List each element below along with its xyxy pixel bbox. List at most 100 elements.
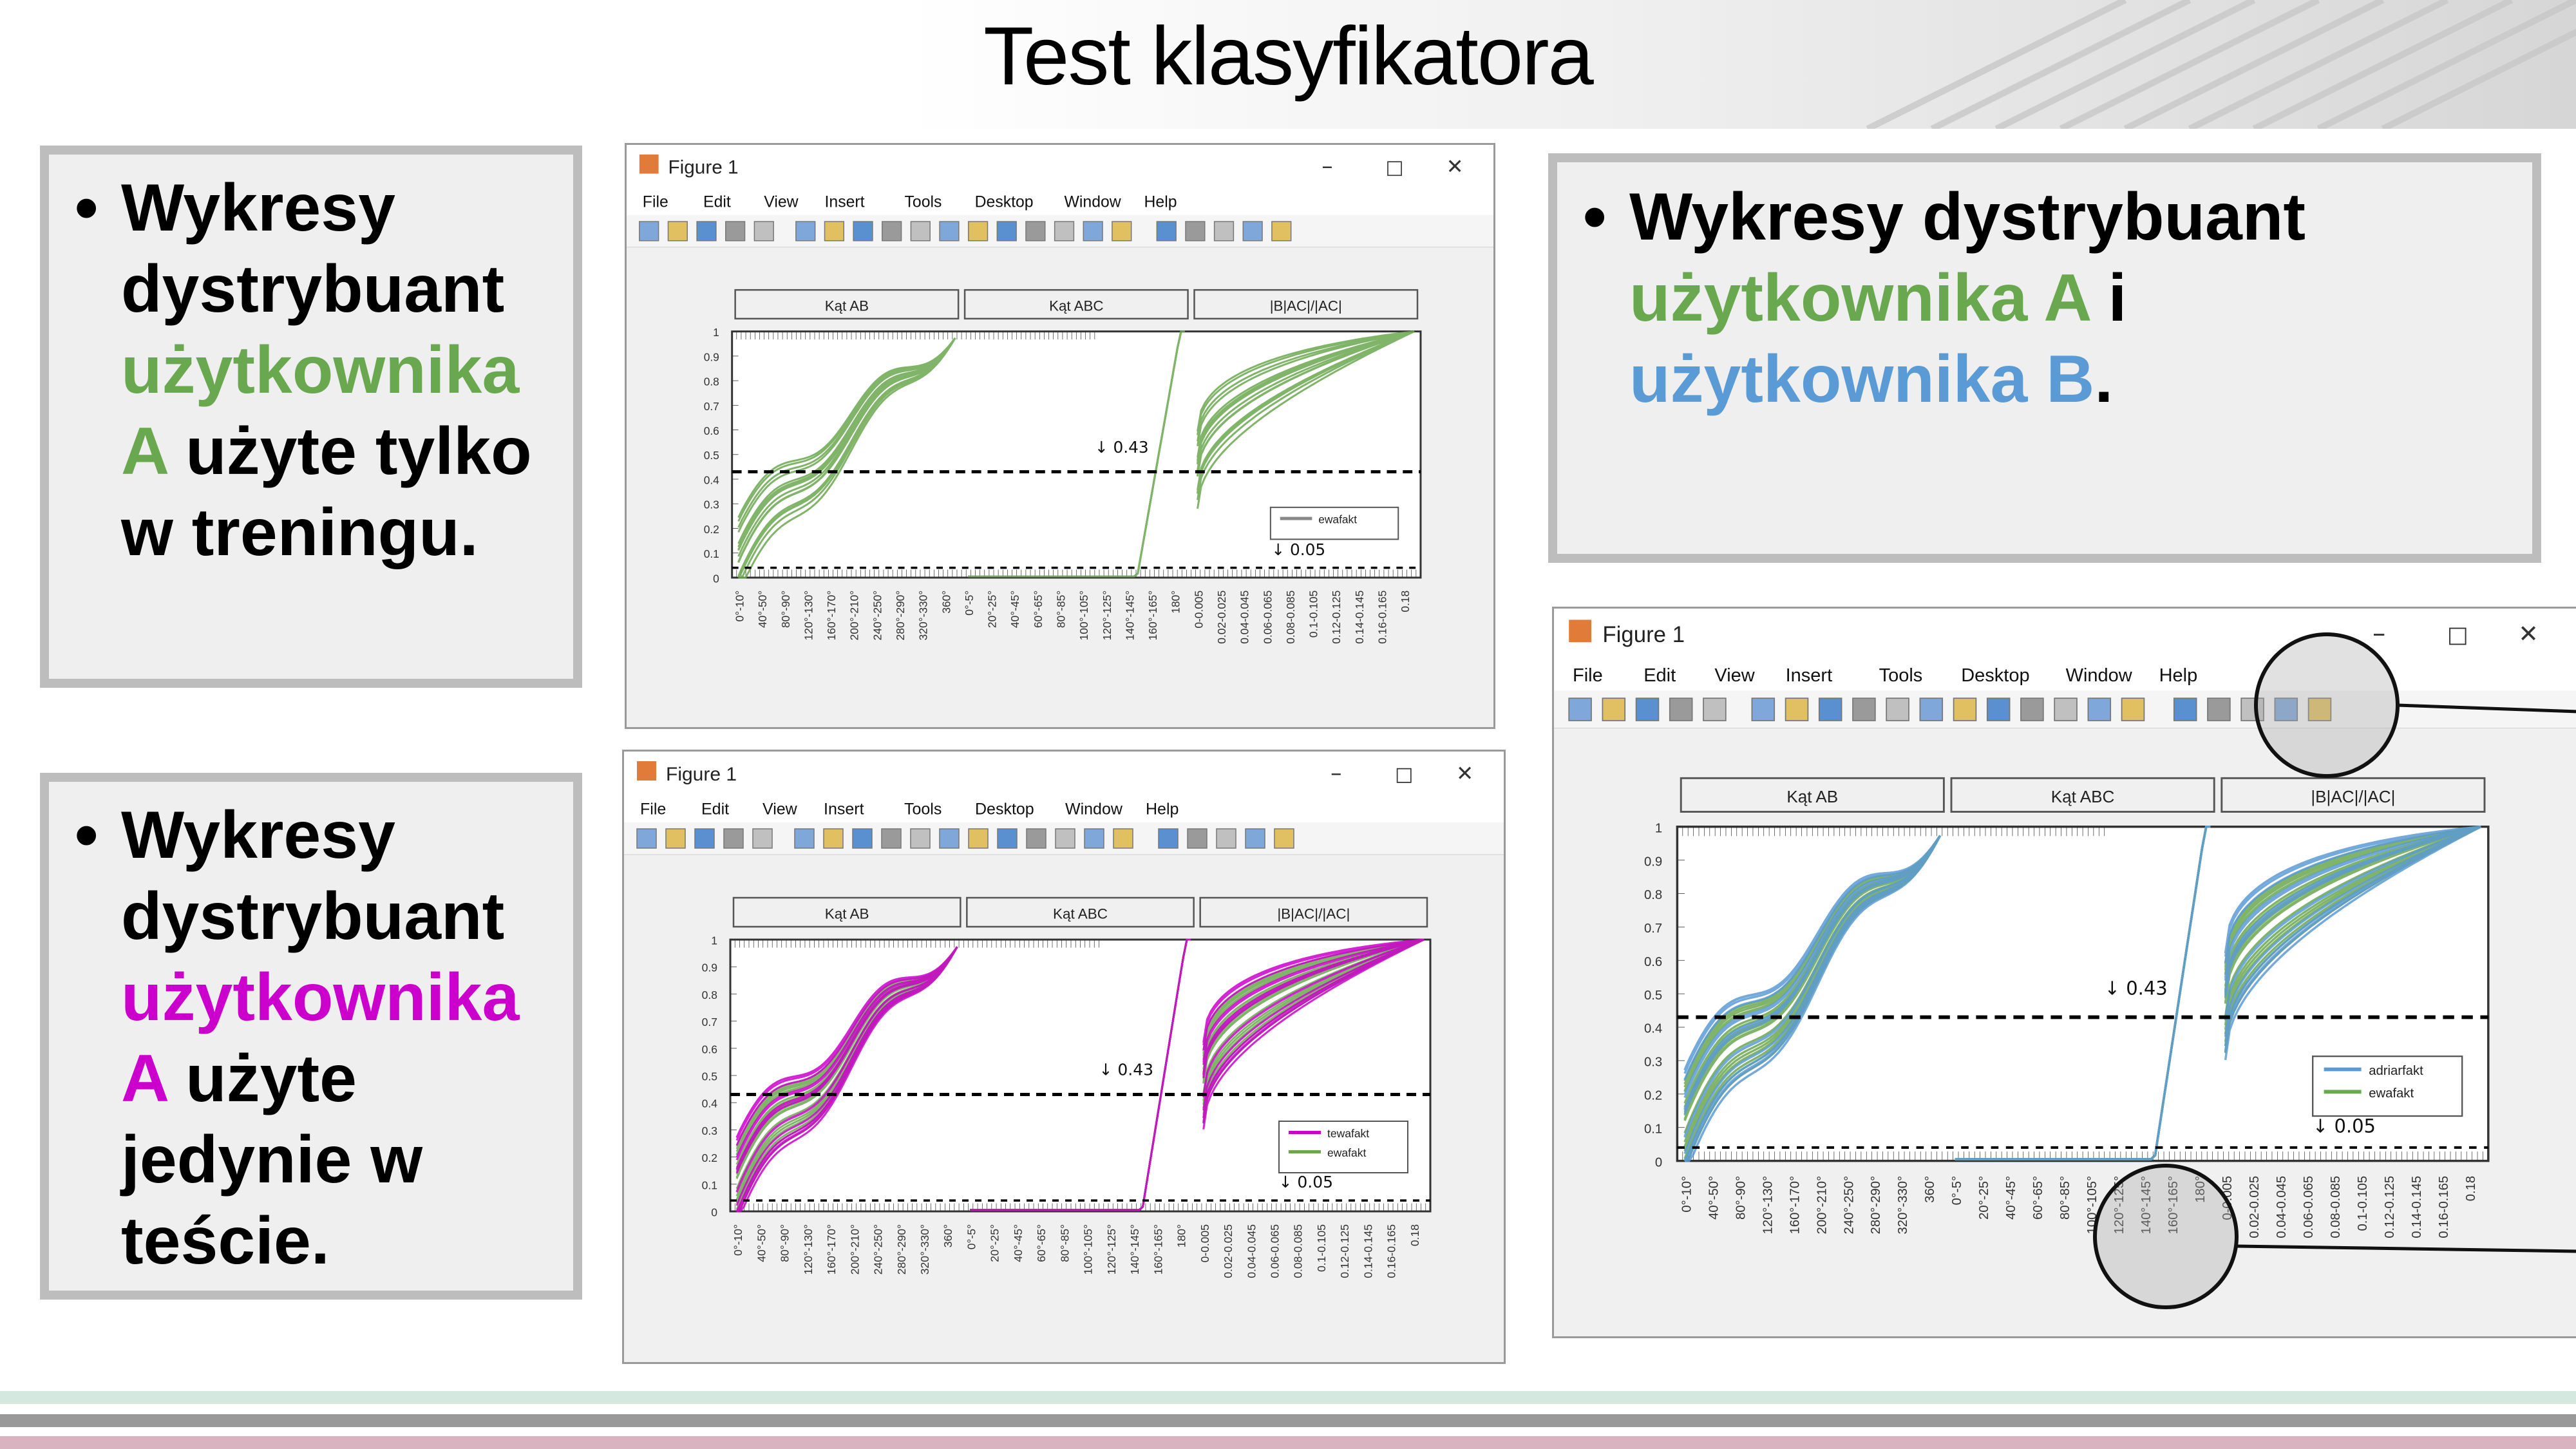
menu-bar[interactable] — [627, 186, 1495, 216]
toolbar-tool-button[interactable] — [667, 221, 688, 242]
maximize-button[interactable]: □ — [1385, 156, 1403, 179]
toolbar-tool-button[interactable] — [1187, 828, 1208, 849]
toolbar-tool-button[interactable] — [853, 221, 873, 242]
toolbar-tool-button[interactable] — [1216, 828, 1236, 849]
toolbar-tool-button[interactable] — [852, 828, 873, 849]
toolbar-tool-button[interactable] — [1156, 221, 1177, 242]
toolbar-tool-button[interactable] — [823, 828, 844, 849]
toolbar-tool-button[interactable] — [1025, 221, 1046, 242]
menu-item-help[interactable]: Help — [2159, 665, 2198, 686]
toolbar-tool-button[interactable] — [2054, 697, 2078, 721]
toolbar-tool-button[interactable] — [752, 828, 773, 849]
toolbar-tool-button[interactable] — [1986, 697, 2011, 721]
panel-label-button[interactable] — [734, 289, 960, 320]
toolbar-tool-button[interactable] — [1026, 828, 1046, 849]
toolbar-tool-button[interactable] — [1818, 697, 1842, 721]
toolbar-tool-button[interactable] — [636, 828, 657, 849]
toolbar-tool-button[interactable] — [968, 828, 989, 849]
menu-item-edit[interactable]: Edit — [703, 194, 731, 211]
figure-window-testing[interactable]: Figure 1 – □ ✕ File Edit View Insert Tools Deskto… — [622, 750, 1506, 1364]
menu-item-file[interactable]: File — [640, 800, 666, 819]
menu-item-window[interactable]: Window — [1065, 194, 1121, 211]
toolbar-tool-button[interactable] — [1919, 697, 1944, 721]
toolbar-tool-button[interactable] — [881, 828, 902, 849]
menu-item-desktop[interactable]: Desktop — [975, 194, 1034, 211]
menu-item-file[interactable]: File — [643, 194, 668, 211]
toolbar-tool-button[interactable] — [725, 221, 746, 242]
menu-bar[interactable] — [624, 793, 1506, 822]
toolbar-tool-button[interactable] — [1785, 697, 1809, 721]
toolbar-tool-button[interactable] — [1953, 697, 1977, 721]
toolbar-tool-button[interactable] — [1886, 697, 1909, 721]
toolbar-tool-button[interactable] — [794, 828, 815, 849]
menu-item-insert[interactable]: Insert — [1786, 665, 1833, 686]
toolbar-tool-button[interactable] — [1185, 221, 1206, 242]
panel-label-button[interactable] — [1950, 777, 2215, 813]
minimize-button[interactable]: – — [2372, 618, 2385, 649]
panel-label-button[interactable] — [732, 896, 961, 928]
menu-item-tools[interactable]: Tools — [1879, 665, 1923, 686]
toolbar-tool-button[interactable] — [2240, 697, 2264, 721]
menu-item-edit[interactable]: Edit — [701, 800, 729, 819]
menu-item-tools[interactable]: Tools — [905, 194, 942, 211]
menu-bar[interactable] — [1554, 657, 2576, 691]
toolbar-tool-button[interactable] — [824, 221, 845, 242]
toolbar-tool-button[interactable] — [1271, 221, 1292, 242]
menu-item-view[interactable]: View — [1714, 665, 1755, 686]
panel-label-button[interactable] — [2221, 777, 2486, 813]
toolbar-tool-button[interactable] — [1245, 828, 1265, 849]
menu-item-edit[interactable]: Edit — [1643, 665, 1676, 686]
toolbar-tool-button[interactable] — [910, 828, 931, 849]
figure-window-comparison[interactable]: Figure 1 – □ ✕ File Edit View Insert Tools Deskto… — [1552, 607, 2576, 1338]
toolbar-tool-button[interactable] — [910, 221, 931, 242]
toolbar-tool-button[interactable] — [1213, 221, 1235, 242]
minimize-button[interactable]: – — [1321, 154, 1332, 180]
toolbar-tool-button[interactable] — [1242, 221, 1263, 242]
toolbar-tool-button[interactable] — [2307, 697, 2332, 721]
toolbar-tool-button[interactable] — [1852, 697, 1876, 721]
toolbar-tool-button[interactable] — [1602, 697, 1626, 721]
toolbar-tool-button[interactable] — [1669, 697, 1693, 721]
toolbar-tool-button[interactable] — [723, 828, 744, 849]
menu-item-desktop[interactable]: Desktop — [975, 800, 1034, 819]
toolbar-tool-button[interactable] — [795, 221, 816, 242]
menu-item-help[interactable]: Help — [1144, 194, 1177, 211]
close-button[interactable]: ✕ — [2518, 620, 2539, 648]
toolbar-tool-button[interactable] — [939, 828, 960, 849]
toolbar-tool-button[interactable] — [996, 221, 1017, 242]
panel-label-button[interactable] — [1199, 896, 1428, 928]
toolbar-tool-button[interactable] — [1158, 828, 1179, 849]
menu-item-window[interactable]: Window — [1065, 800, 1123, 819]
toolbar-tool-button[interactable] — [1635, 697, 1660, 721]
toolbar-tool-button[interactable] — [2207, 697, 2231, 721]
toolbar-tool-button[interactable] — [1054, 221, 1075, 242]
toolbar-tool-button[interactable] — [1113, 828, 1133, 849]
toolbar-tool-button[interactable] — [2274, 697, 2298, 721]
panel-label-button[interactable] — [1193, 289, 1419, 320]
toolbar-tool-button[interactable] — [696, 221, 717, 242]
toolbar-tool-button[interactable] — [939, 221, 960, 242]
close-button[interactable]: ✕ — [1456, 761, 1473, 786]
toolbar-tool-button[interactable] — [1703, 697, 1727, 721]
toolbar-tool-button[interactable] — [1274, 828, 1294, 849]
menu-item-desktop[interactable]: Desktop — [1961, 665, 2029, 686]
toolbar-tool-button[interactable] — [1055, 828, 1075, 849]
toolbar-tool-button[interactable] — [753, 221, 774, 242]
panel-label-button[interactable] — [1680, 777, 1945, 813]
toolbar-tool-button[interactable] — [882, 221, 902, 242]
toolbar-tool-button[interactable] — [1568, 697, 1592, 721]
maximize-button[interactable]: □ — [1395, 763, 1413, 786]
toolbar-tool-button[interactable] — [2173, 697, 2197, 721]
toolbar-tool-button[interactable] — [1751, 697, 1776, 721]
toolbar-tool-button[interactable] — [1084, 828, 1104, 849]
minimize-button[interactable]: – — [1331, 761, 1342, 786]
toolbar-tool-button[interactable] — [2020, 697, 2044, 721]
toolbar-tool-button[interactable] — [997, 828, 1018, 849]
menu-item-tools[interactable]: Tools — [904, 800, 942, 819]
menu-item-insert[interactable]: Insert — [824, 800, 864, 819]
menu-item-view[interactable]: View — [764, 194, 798, 211]
menu-item-insert[interactable]: Insert — [825, 194, 865, 211]
panel-label-button[interactable] — [963, 289, 1189, 320]
toolbar-tool-button[interactable] — [694, 828, 715, 849]
toolbar-tool-button[interactable] — [2087, 697, 2112, 721]
